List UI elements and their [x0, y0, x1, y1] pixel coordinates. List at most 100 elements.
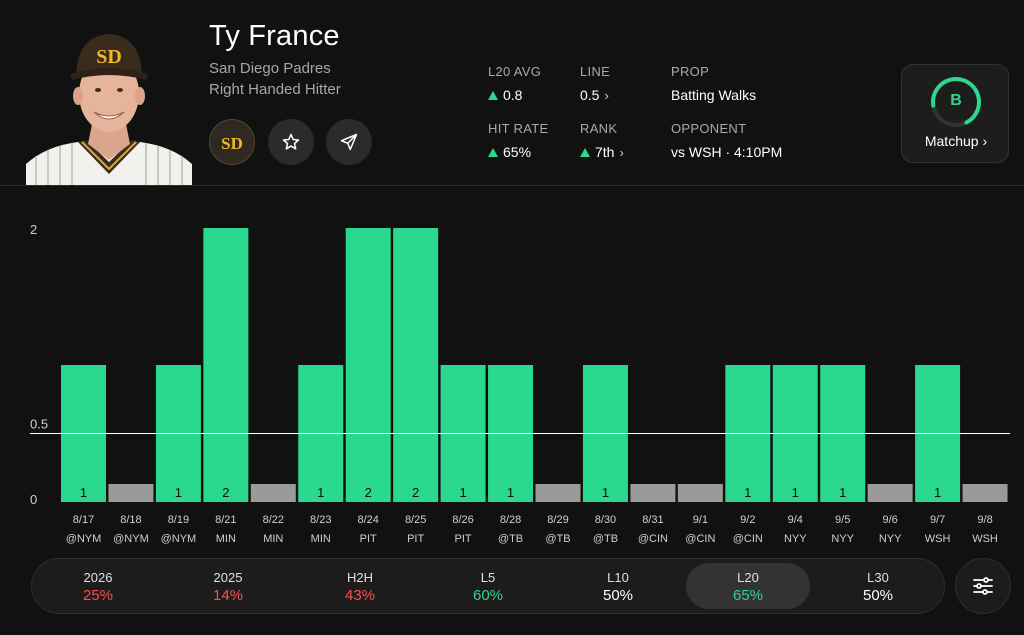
- x-tick-opponent: MIN: [263, 533, 283, 545]
- x-tick-opponent: PIT: [407, 533, 424, 545]
- stat-hit-rate: HIT RATE 65%: [488, 121, 548, 160]
- bar: [393, 228, 439, 502]
- stat-line[interactable]: LINE 0.5 ›: [580, 64, 610, 103]
- tab-value: 25%: [82, 587, 114, 604]
- x-tick-date: 8/29: [547, 514, 568, 526]
- tab-2026[interactable]: 2026 25%: [36, 563, 160, 609]
- x-tick-date: 8/25: [405, 514, 426, 526]
- tab-label: L10: [607, 570, 629, 585]
- x-tick-opponent: MIN: [311, 533, 331, 545]
- x-tick-opponent: MIN: [216, 533, 236, 545]
- trend-up-icon: [488, 90, 498, 100]
- stat-label: HIT RATE: [488, 121, 549, 136]
- trend-up-icon: [580, 147, 590, 157]
- stat-label: L20 AVG: [488, 64, 542, 79]
- bar: [535, 484, 581, 502]
- bar-value-label: 1: [744, 485, 751, 500]
- x-tick-opponent: @NYM: [66, 533, 102, 545]
- x-tick-opponent: @TB: [498, 533, 523, 545]
- matchup-button[interactable]: B Matchup ›: [901, 64, 1009, 163]
- trend-up-icon: [488, 147, 498, 157]
- x-tick-date: 9/7: [930, 514, 945, 526]
- bar-value-label: 2: [412, 485, 419, 500]
- tab-value: 60%: [472, 587, 504, 604]
- x-tick-opponent: @NYM: [113, 533, 149, 545]
- tab-label: H2H: [346, 570, 373, 585]
- x-tick-date: 8/28: [500, 514, 521, 526]
- tab-l30[interactable]: L30 50%: [816, 563, 940, 609]
- bar-value-label: 1: [792, 485, 799, 500]
- tab-l10[interactable]: L10 50%: [556, 563, 680, 609]
- x-tick-opponent: @NYM: [161, 533, 197, 545]
- stat-value: 65%: [503, 144, 532, 160]
- x-tick-date: 8/24: [357, 514, 378, 526]
- stat-opponent: OPPONENT vs WSH · 4:10PM: [671, 121, 782, 160]
- tab-h2h[interactable]: H2H 43%: [298, 563, 422, 609]
- tab-l5[interactable]: L5 60%: [426, 563, 550, 609]
- bar: [962, 484, 1008, 502]
- x-tick-opponent: PIT: [360, 533, 377, 545]
- stat-prop: PROP Batting Walks: [671, 64, 756, 103]
- sliders-icon: [973, 577, 993, 595]
- stat-value: 0.5: [580, 87, 600, 103]
- matchup-gauge-fill: [931, 77, 981, 125]
- y-tick-label: 0.5: [30, 417, 48, 432]
- stat-label: RANK: [580, 121, 618, 136]
- favorite-button[interactable]: [268, 119, 314, 165]
- bar-value-label: 1: [839, 485, 846, 500]
- x-tick-date: 9/6: [883, 514, 898, 526]
- x-tick-opponent: @CIN: [733, 533, 763, 545]
- stat-value: 0.8: [503, 87, 523, 103]
- share-button[interactable]: [326, 119, 372, 165]
- stat-rank[interactable]: RANK 7th ›: [580, 121, 624, 160]
- tab-l20[interactable]: L20 65%: [686, 563, 810, 609]
- bar: [867, 484, 913, 502]
- x-tick-opponent: @TB: [593, 533, 618, 545]
- stat-value: Batting Walks: [671, 87, 757, 103]
- x-tick-opponent: @TB: [545, 533, 570, 545]
- bar-value-label: 1: [175, 485, 182, 500]
- tab-label: L30: [867, 570, 889, 585]
- bar-value-label: 1: [507, 485, 514, 500]
- team-name: San Diego Padres: [209, 60, 331, 77]
- x-tick-date: 9/1: [693, 514, 708, 526]
- tab-2025[interactable]: 2025 14%: [166, 563, 290, 609]
- x-tick-opponent: WSH: [972, 533, 998, 545]
- x-tick-date: 9/5: [835, 514, 850, 526]
- bar-value-label: 1: [459, 485, 466, 500]
- x-tick-date: 8/18: [120, 514, 141, 526]
- player-handedness: Right Handed Hitter: [209, 81, 341, 98]
- stat-label: OPPONENT: [671, 121, 747, 136]
- x-tick-date: 8/22: [263, 514, 284, 526]
- bar: [250, 484, 296, 502]
- team-logo-button[interactable]: SD: [209, 119, 255, 165]
- x-tick-date: 8/23: [310, 514, 331, 526]
- x-tick-opponent: @CIN: [685, 533, 715, 545]
- x-tick-opponent: NYY: [831, 533, 854, 545]
- x-tick-date: 9/8: [977, 514, 992, 526]
- x-tick-opponent: NYY: [784, 533, 807, 545]
- player-header: SD Ty France San Diego Padres Right Hand…: [0, 0, 1024, 186]
- x-tick-opponent: NYY: [879, 533, 902, 545]
- x-tick-date: 8/31: [642, 514, 663, 526]
- bar: [203, 228, 249, 502]
- bar-value-label: 1: [934, 485, 941, 500]
- padres-logo-icon: SD: [221, 134, 243, 153]
- svg-text:SD: SD: [96, 46, 122, 68]
- stat-label: LINE: [580, 64, 611, 79]
- stat-value: vs WSH · 4:10PM: [671, 144, 783, 160]
- bar-value-label: 1: [317, 485, 324, 500]
- tab-value: 43%: [344, 587, 376, 604]
- x-tick-date: 8/26: [452, 514, 473, 526]
- bar: [677, 484, 723, 502]
- bar-chart-svg: 0 0.5 2 1 8/17 @NYM 8/18 @NYM 1 8/19 @NYM 2 8/21 MIN 8…: [30, 222, 1010, 545]
- game-log-chart: 0 0.5 2 1 8/17 @NYM 8/18 @NYM 1 8/19 @NYM 2 8/21 MIN 8…: [0, 200, 1024, 550]
- bar-value-label: 2: [365, 485, 372, 500]
- x-tick-date: 8/19: [168, 514, 189, 526]
- bar: [630, 484, 676, 502]
- player-photo: SD: [26, 24, 192, 185]
- player-name: Ty France: [209, 20, 340, 52]
- x-tick-opponent: WSH: [925, 533, 951, 545]
- settings-button[interactable]: [955, 558, 1011, 614]
- bar: [108, 484, 154, 502]
